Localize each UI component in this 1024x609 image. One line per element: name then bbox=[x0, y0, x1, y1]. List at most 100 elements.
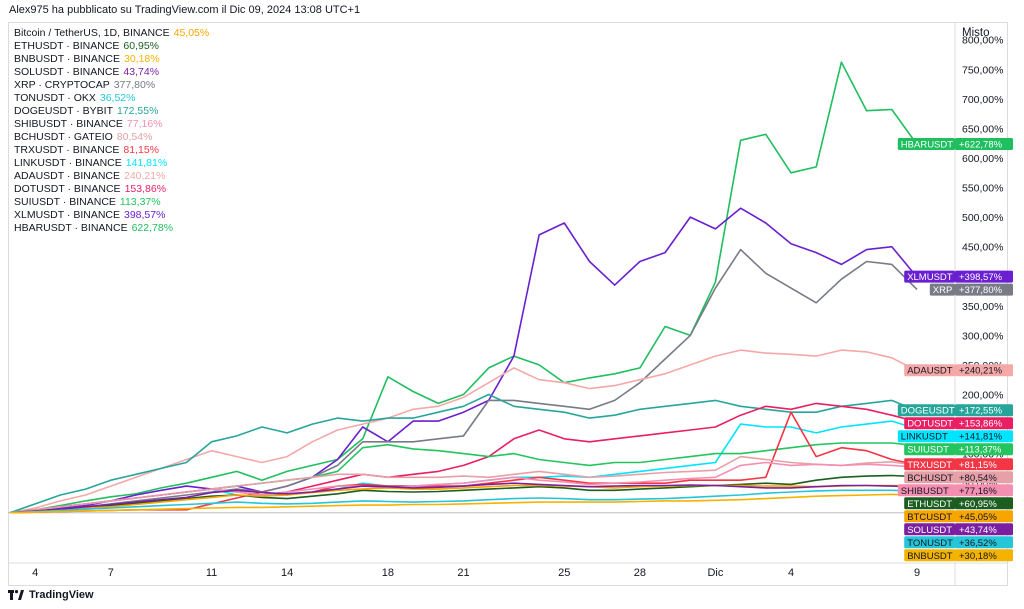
legend-value: 80,54% bbox=[116, 131, 153, 143]
series-name-label: ETHUSDT bbox=[907, 499, 952, 510]
x-tick-label: 25 bbox=[558, 567, 570, 579]
series-value-label: +45,05% bbox=[959, 512, 997, 523]
legend-value: 30,18% bbox=[124, 53, 160, 65]
legend-value: 240,21% bbox=[124, 170, 166, 182]
legend-item[interactable]: BCHUSDT · GATEIO 80,54% bbox=[14, 131, 209, 144]
series-value-label: +141,81% bbox=[959, 432, 1003, 443]
y-tick-label: 450,00% bbox=[962, 242, 1003, 254]
series-value-badge bbox=[955, 417, 1013, 430]
legend-symbol: SHIBUSDT · BINANCE bbox=[14, 118, 123, 130]
y-tick-label: 550,00% bbox=[962, 183, 1003, 195]
legend-item[interactable]: XLMUSDT · BINANCE 398,57% bbox=[14, 209, 209, 222]
series-value-badge bbox=[955, 497, 1013, 510]
legend-item[interactable]: DOGEUSDT · BYBIT 172,55% bbox=[14, 105, 209, 118]
legend-item[interactable]: LINKUSDT · BINANCE 141,81% bbox=[14, 157, 209, 170]
series-value-badge bbox=[955, 404, 1013, 417]
series-name-label: BCHUSDT bbox=[907, 473, 953, 484]
legend-symbol: TONUSDT · OKX bbox=[14, 92, 96, 104]
legend-item[interactable]: BNBUSDT · BINANCE 30,18% bbox=[14, 53, 209, 66]
legend-value: 172,55% bbox=[117, 105, 159, 117]
legend-value: 36,52% bbox=[99, 92, 136, 104]
series-line-xrp bbox=[9, 248, 918, 514]
legend-symbol: SUIUSDT · BINANCE bbox=[14, 196, 116, 208]
series-name-badge bbox=[904, 417, 955, 430]
legend-item[interactable]: SHIBUSDT · BINANCE 77,16% bbox=[14, 118, 209, 131]
series-value-label: +172,55% bbox=[959, 406, 1003, 417]
legend-item[interactable]: TONUSDT · OKX 36,52% bbox=[14, 92, 209, 105]
series-value-label: +153,86% bbox=[959, 419, 1003, 430]
chart-frame bbox=[8, 22, 1008, 586]
series-line-solusdt bbox=[9, 482, 918, 514]
series-name-badge bbox=[897, 138, 955, 151]
series-name-badge bbox=[897, 430, 955, 443]
series-name-label: XRP bbox=[933, 285, 953, 296]
series-value-badge bbox=[955, 484, 1013, 497]
legend-value: 398,57% bbox=[124, 209, 166, 221]
legend-value: 141,81% bbox=[125, 157, 168, 169]
series-value-badge bbox=[955, 364, 1013, 377]
series-line-ethusdt bbox=[9, 474, 918, 514]
series-name-badge bbox=[897, 484, 955, 497]
series-name-label: LINKUSDT bbox=[901, 432, 948, 443]
series-value-badge bbox=[955, 270, 1013, 283]
legend-symbol: ETHUSDT · BINANCE bbox=[14, 40, 120, 52]
series-name-label: SOLUSDT bbox=[907, 525, 952, 536]
legend-symbol: BNBUSDT · BINANCE bbox=[14, 53, 120, 65]
legend-item[interactable]: SOLUSDT · BINANCE 43,74% bbox=[14, 66, 209, 79]
series-value-badge bbox=[955, 549, 1013, 562]
legend-symbol: DOTUSDT · BINANCE bbox=[14, 183, 121, 195]
y-tick-label: 600,00% bbox=[962, 153, 1003, 165]
series-name-badge bbox=[904, 510, 955, 523]
legend-item[interactable]: DOTUSDT · BINANCE 153,86% bbox=[14, 183, 209, 196]
x-tick-label: 11 bbox=[206, 567, 217, 579]
footer-brand: TradingView bbox=[29, 589, 94, 601]
series-value-label: +43,74% bbox=[959, 525, 997, 536]
y-tick-label: 700,00% bbox=[962, 94, 1003, 106]
legend-symbol: SOLUSDT · BINANCE bbox=[14, 66, 120, 78]
series-value-badge bbox=[955, 536, 1013, 549]
legend-item[interactable]: XRP · CRYPTOCAP 377,80% bbox=[14, 79, 209, 92]
x-tick-label: 18 bbox=[382, 567, 394, 579]
legend-symbol: Bitcoin / TetherUS, 1D, BINANCE bbox=[14, 27, 170, 39]
x-tick-label: 9 bbox=[914, 567, 920, 579]
legend-value: 77,16% bbox=[126, 118, 163, 130]
series-line-shibusdt bbox=[9, 461, 918, 514]
series-value-label: +377,80% bbox=[959, 285, 1003, 296]
series-name-label: TRXUSDT bbox=[907, 460, 952, 471]
y-tick-label: 750,00% bbox=[962, 64, 1003, 76]
legend-item[interactable]: SUIUSDT · BINANCE 113,37% bbox=[14, 196, 209, 209]
series-name-badge bbox=[904, 458, 955, 471]
x-tick-label: 14 bbox=[281, 567, 293, 579]
series-name-label: SHIBUSDT bbox=[901, 486, 949, 497]
x-tick-label: 7 bbox=[108, 567, 114, 579]
series-name-badge bbox=[897, 404, 955, 417]
y-tick-label: 500,00% bbox=[962, 212, 1003, 224]
series-name-label: TONUSDT bbox=[907, 538, 953, 549]
series-value-label: +36,52% bbox=[959, 538, 997, 549]
series-line-hbarusdt bbox=[9, 61, 918, 514]
series-value-badge bbox=[955, 283, 1013, 296]
legend-symbol: XLMUSDT · BINANCE bbox=[14, 209, 120, 221]
price-scale-mode-label[interactable]: Misto bbox=[962, 27, 990, 39]
legend-item[interactable]: HBARUSDT · BINANCE 622,78% bbox=[14, 222, 209, 235]
legend-symbol: BCHUSDT · GATEIO bbox=[14, 131, 113, 143]
series-line-tonusdt bbox=[9, 489, 918, 514]
legend-item[interactable]: ADAUSDT · BINANCE 240,21% bbox=[14, 170, 209, 183]
series-value-label: +60,95% bbox=[959, 499, 997, 510]
series-value-label: +622,78% bbox=[959, 140, 1003, 151]
legend-value: 622,78% bbox=[131, 222, 174, 234]
legend-item[interactable]: Bitcoin / TetherUS, 1D, BINANCE 45,05% bbox=[14, 27, 209, 40]
footer: TradingView bbox=[8, 589, 94, 601]
legend-value: 60,95% bbox=[123, 40, 160, 52]
series-name-badge bbox=[904, 549, 955, 562]
series-line-btcusdt bbox=[9, 484, 918, 514]
series-name-label: HBARUSDT bbox=[901, 140, 953, 151]
legend-item[interactable]: ETHUSDT · BINANCE 60,95% bbox=[14, 40, 209, 53]
series-name-label: BNBUSDT bbox=[907, 551, 953, 562]
y-tick-label: 650,00% bbox=[962, 123, 1003, 135]
legend-symbol: DOGEUSDT · BYBIT bbox=[14, 105, 113, 117]
x-tick-label: 21 bbox=[457, 567, 469, 579]
legend-item[interactable]: TRXUSDT · BINANCE 81,15% bbox=[14, 144, 209, 157]
tradingview-logo-icon bbox=[8, 590, 24, 600]
